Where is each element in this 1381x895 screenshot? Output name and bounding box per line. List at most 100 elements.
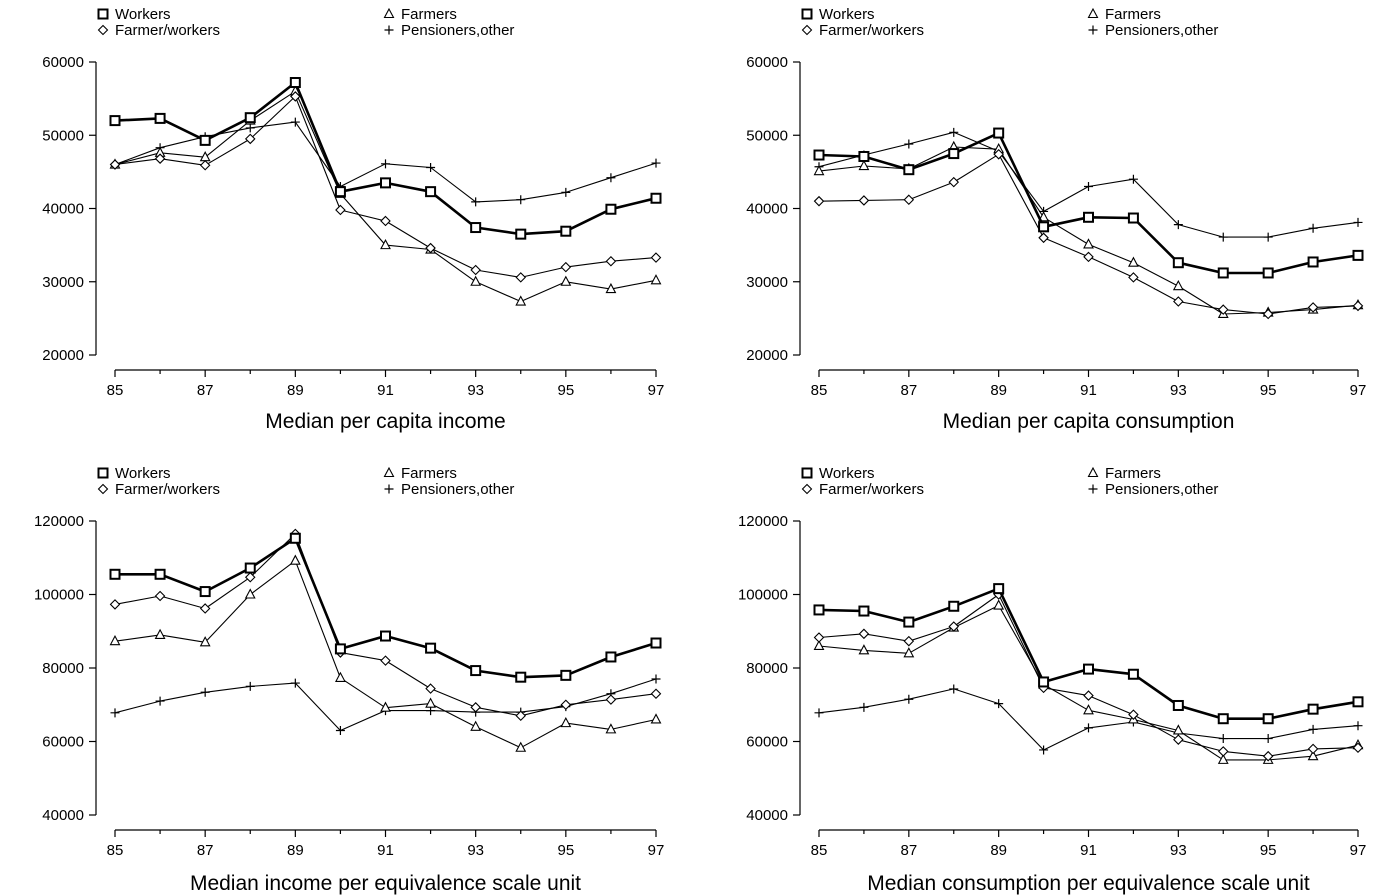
point-pensioners-other (1084, 182, 1093, 192)
y-tick-label: 120000 (738, 513, 788, 530)
point-farmer-workers (1128, 709, 1139, 720)
point-farmers (1217, 753, 1229, 764)
legend-label-farmer-workers: Farmer/workers (819, 481, 924, 498)
x-tick-label: 87 (197, 842, 214, 859)
x-tick-label: 97 (1350, 382, 1367, 399)
chart-title: Median consumption per equivalence scale… (867, 872, 1310, 895)
point-workers (109, 115, 121, 127)
point-farmer-workers (948, 176, 960, 188)
y-tick-label: 100000 (34, 587, 84, 604)
point-pensioners-other (200, 687, 210, 697)
x-tick-label: 95 (557, 842, 574, 859)
point-workers (1172, 699, 1184, 711)
point-farmer-workers (425, 683, 436, 694)
point-farmer-workers (1307, 743, 1319, 755)
legend-marker-pensioners-other (384, 25, 394, 35)
point-workers (425, 186, 437, 198)
point-workers (289, 532, 301, 544)
legend-label-workers: Workers (819, 465, 875, 482)
point-workers (1083, 211, 1094, 223)
x-tick-label: 95 (557, 382, 574, 399)
point-farmer-workers (1307, 302, 1319, 313)
series-line-farmer-workers (818, 153, 1359, 315)
point-farmer-workers (813, 195, 825, 207)
series-line-workers (114, 81, 657, 236)
x-tick-label: 85 (107, 382, 124, 399)
point-workers (380, 177, 391, 189)
y-tick-label: 40000 (42, 807, 84, 824)
point-farmer-workers (650, 252, 662, 263)
x-tick-label: 97 (1350, 842, 1367, 859)
point-workers (560, 669, 572, 681)
chart-title: Median per capita income (265, 410, 505, 433)
point-farmer-workers (605, 255, 617, 267)
point-workers (1172, 257, 1184, 269)
point-pensioners-other (245, 123, 255, 133)
point-pensioners-other (949, 127, 959, 137)
y-tick-label: 60000 (42, 54, 84, 71)
point-workers (154, 112, 166, 124)
point-farmers (515, 741, 527, 752)
point-farmer-workers (1173, 734, 1184, 745)
point-farmer-workers (650, 688, 662, 700)
point-workers (1217, 267, 1229, 279)
point-farmer-workers (515, 272, 527, 283)
point-workers (289, 77, 301, 89)
point-farmer-workers (1038, 232, 1049, 244)
legend-marker-farmer-workers (97, 483, 109, 495)
point-pensioners-other (651, 158, 661, 168)
point-workers (1307, 703, 1319, 715)
point-workers (903, 164, 915, 176)
legend-marker-farmers (1087, 466, 1099, 478)
point-workers (154, 568, 166, 580)
x-tick-label: 91 (377, 382, 394, 399)
legend-label-pensioners-other: Pensioners,other (401, 481, 514, 498)
point-farmers (470, 275, 482, 286)
legend-marker-workers (97, 8, 109, 20)
point-farmer-workers (993, 149, 1004, 160)
y-tick-label: 40000 (746, 201, 788, 218)
point-workers (244, 562, 256, 574)
y-tick-label: 80000 (42, 660, 84, 677)
y-tick-label: 60000 (746, 54, 788, 71)
legend-marker-farmers (1087, 7, 1099, 19)
point-pensioners-other (904, 694, 914, 704)
x-tick-label: 91 (1080, 842, 1097, 859)
point-pensioners-other (290, 117, 300, 127)
point-farmers (903, 647, 915, 658)
point-workers (903, 616, 915, 628)
point-pensioners-other (335, 725, 345, 735)
y-tick-label: 60000 (746, 734, 788, 751)
point-farmer-workers (948, 621, 960, 632)
point-workers (334, 186, 346, 198)
legend-marker-farmer-workers (801, 483, 813, 495)
point-farmers (858, 159, 870, 171)
point-farmers (605, 723, 617, 734)
point-workers (1307, 256, 1319, 268)
point-workers (858, 605, 870, 617)
x-tick-label: 89 (287, 382, 304, 399)
x-tick-label: 89 (990, 842, 1007, 859)
point-workers (1038, 221, 1050, 233)
point-workers (650, 192, 662, 204)
legend-label-farmer-workers: Farmer/workers (115, 481, 220, 498)
legend-marker-farmer-workers (97, 24, 109, 36)
point-farmer-workers (199, 160, 211, 171)
legend-marker-pensioners-other (384, 484, 394, 494)
point-pensioners-other (1218, 232, 1228, 242)
y-tick-label: 120000 (34, 513, 84, 530)
point-workers (199, 586, 211, 598)
point-farmer-workers (1262, 308, 1274, 320)
y-tick-label: 30000 (42, 274, 84, 291)
legend-label-farmer-workers: Farmer/workers (819, 22, 924, 39)
point-pensioners-other (1173, 220, 1183, 230)
point-farmers (813, 164, 825, 176)
point-pensioners-other (1263, 232, 1273, 242)
point-pensioners-other (1084, 723, 1093, 733)
legend-marker-workers (801, 8, 813, 20)
point-farmer-workers (380, 655, 391, 666)
point-pensioners-other (561, 187, 571, 197)
point-farmer-workers (290, 91, 301, 102)
point-workers (515, 228, 527, 240)
